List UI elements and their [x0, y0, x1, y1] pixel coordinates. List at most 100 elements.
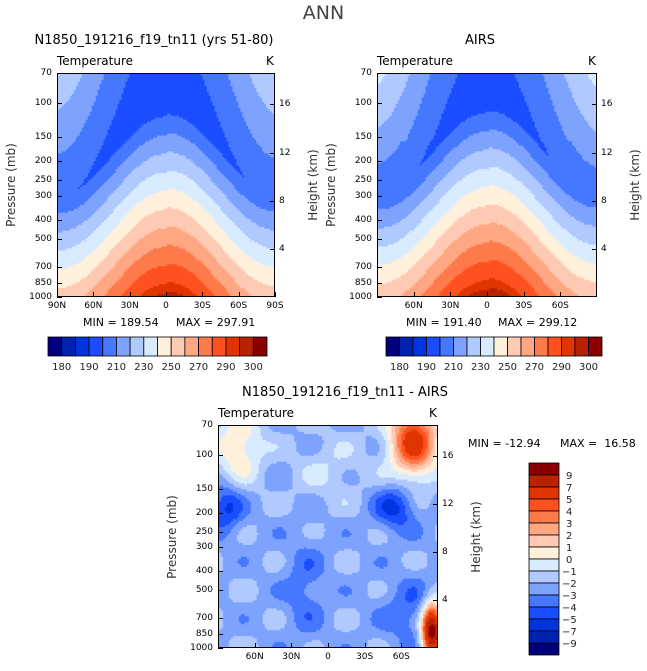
colorbar-swatch [528, 510, 560, 524]
colorbar-swatch [439, 336, 454, 357]
pressure-tick [377, 219, 382, 221]
colorbar-label: 270 [189, 362, 208, 372]
colorbar-swatch [520, 336, 535, 357]
y-axis-right-label: Height (km) [628, 149, 642, 221]
pressure-tick-label: 300 [354, 190, 372, 201]
height-tick [270, 152, 275, 154]
pressure-tick [377, 180, 382, 182]
pressure-tick-label: 700 [354, 261, 372, 272]
contour-plot [57, 73, 275, 297]
contour-field [58, 74, 274, 296]
colorbar-label: 300 [244, 362, 263, 372]
contour-plot [377, 73, 597, 297]
latitude-tick [523, 292, 525, 297]
pressure-tick-label: 100 [34, 98, 52, 109]
pressure-tick [218, 547, 223, 549]
pressure-tick [218, 634, 223, 636]
colorbar-swatch [528, 582, 560, 596]
height-tick-label: 16 [279, 99, 291, 110]
latitude-tick [275, 292, 276, 297]
colorbar-swatch [528, 462, 560, 476]
pressure-tick [218, 531, 223, 533]
colorbar-label: −2 [562, 579, 577, 590]
colorbar-swatch [528, 630, 560, 644]
colorbar-swatch [453, 336, 468, 357]
latitude-tick-label: 60S [551, 301, 569, 311]
panel-title: AIRS [464, 33, 495, 48]
pressure-tick-label: 70 [40, 68, 52, 78]
pressure-tick-label: 400 [195, 566, 213, 577]
height-tick [592, 152, 597, 154]
latitude-tick [254, 643, 256, 648]
variable-label: Temperature [57, 54, 134, 68]
height-tick-label: 8 [601, 195, 607, 206]
pressure-tick-label: 700 [34, 261, 52, 272]
pressure-tick [377, 195, 382, 197]
y-axis-right-label: Height (km) [306, 149, 320, 221]
colorbar-label: −5 [562, 615, 577, 626]
latitude-tick [291, 643, 293, 648]
colorbar-swatch [47, 336, 63, 357]
pressure-tick-label: 150 [34, 132, 52, 143]
latitude-tick-label: 60S [230, 301, 248, 311]
colorbar-label: 210 [107, 362, 126, 372]
height-tick [592, 248, 597, 250]
colorbar-swatch [480, 336, 495, 357]
pressure-tick-label: 250 [354, 175, 372, 186]
height-tick [433, 600, 438, 602]
height-tick-label: 12 [279, 147, 291, 158]
pressure-tick [57, 137, 62, 139]
units-label: K [266, 54, 274, 68]
pressure-tick-label: 500 [34, 233, 52, 244]
colorbar-swatch [528, 486, 560, 500]
pressure-tick [218, 571, 223, 573]
panel-title: N1850_191216_f19_tn11 (yrs 51-80) [34, 33, 274, 48]
colorbar-label: 2 [566, 531, 572, 542]
pressure-tick [57, 73, 62, 74]
pressure-tick [218, 425, 223, 426]
colorbar-label: 300 [579, 362, 598, 372]
colorbar-swatch [412, 336, 427, 357]
y-axis-label: Pressure (mb) [165, 494, 179, 579]
pressure-tick-label: 1000 [190, 643, 213, 653]
pressure-tick-label: 400 [34, 214, 52, 225]
colorbar-label: 230 [134, 362, 153, 372]
colorbar-swatch [184, 336, 199, 357]
colorbar-swatch [399, 336, 414, 357]
pressure-tick-label: 850 [195, 629, 213, 640]
colorbar-label: −7 [562, 627, 577, 638]
min-label: MIN = 189.54 [83, 316, 159, 329]
latitude-tick-label: 30S [356, 652, 374, 662]
colorbar-swatch [528, 534, 560, 548]
pressure-tick [377, 266, 382, 268]
y-axis-label: Pressure (mb) [324, 143, 338, 227]
latitude-tick [129, 292, 131, 297]
pressure-tick-label: 850 [34, 278, 52, 289]
pressure-tick-label: 850 [354, 278, 372, 289]
colorbar-label: 9 [566, 471, 572, 482]
colorbar-swatch [102, 336, 117, 357]
colorbar-label: −9 [562, 639, 577, 650]
pressure-tick [377, 137, 382, 139]
latitude-tick [93, 292, 95, 297]
pressure-tick-label: 700 [195, 613, 213, 624]
pressure-tick [57, 283, 62, 285]
colorbar-swatch [61, 336, 76, 357]
height-tick-label: 8 [442, 547, 448, 558]
colorbar-swatch [547, 336, 562, 357]
latitude-tick-label: 30S [193, 301, 211, 311]
colorbar-swatch [528, 618, 560, 632]
pressure-tick [377, 297, 382, 298]
height-tick [270, 200, 275, 202]
colorbar-swatch [528, 474, 560, 488]
pressure-tick [218, 454, 223, 456]
colorbar-swatch [534, 336, 549, 357]
contour-plot [218, 425, 438, 648]
pressure-tick-label: 100 [195, 449, 213, 460]
pressure-tick [218, 589, 223, 591]
colorbar-swatch [528, 594, 560, 608]
panel-title: N1850_191216_f19_tn11 - AIRS [242, 385, 448, 400]
height-tick [592, 104, 597, 106]
colorbar-label: 0 [566, 555, 572, 566]
colorbar-swatch [239, 336, 254, 357]
